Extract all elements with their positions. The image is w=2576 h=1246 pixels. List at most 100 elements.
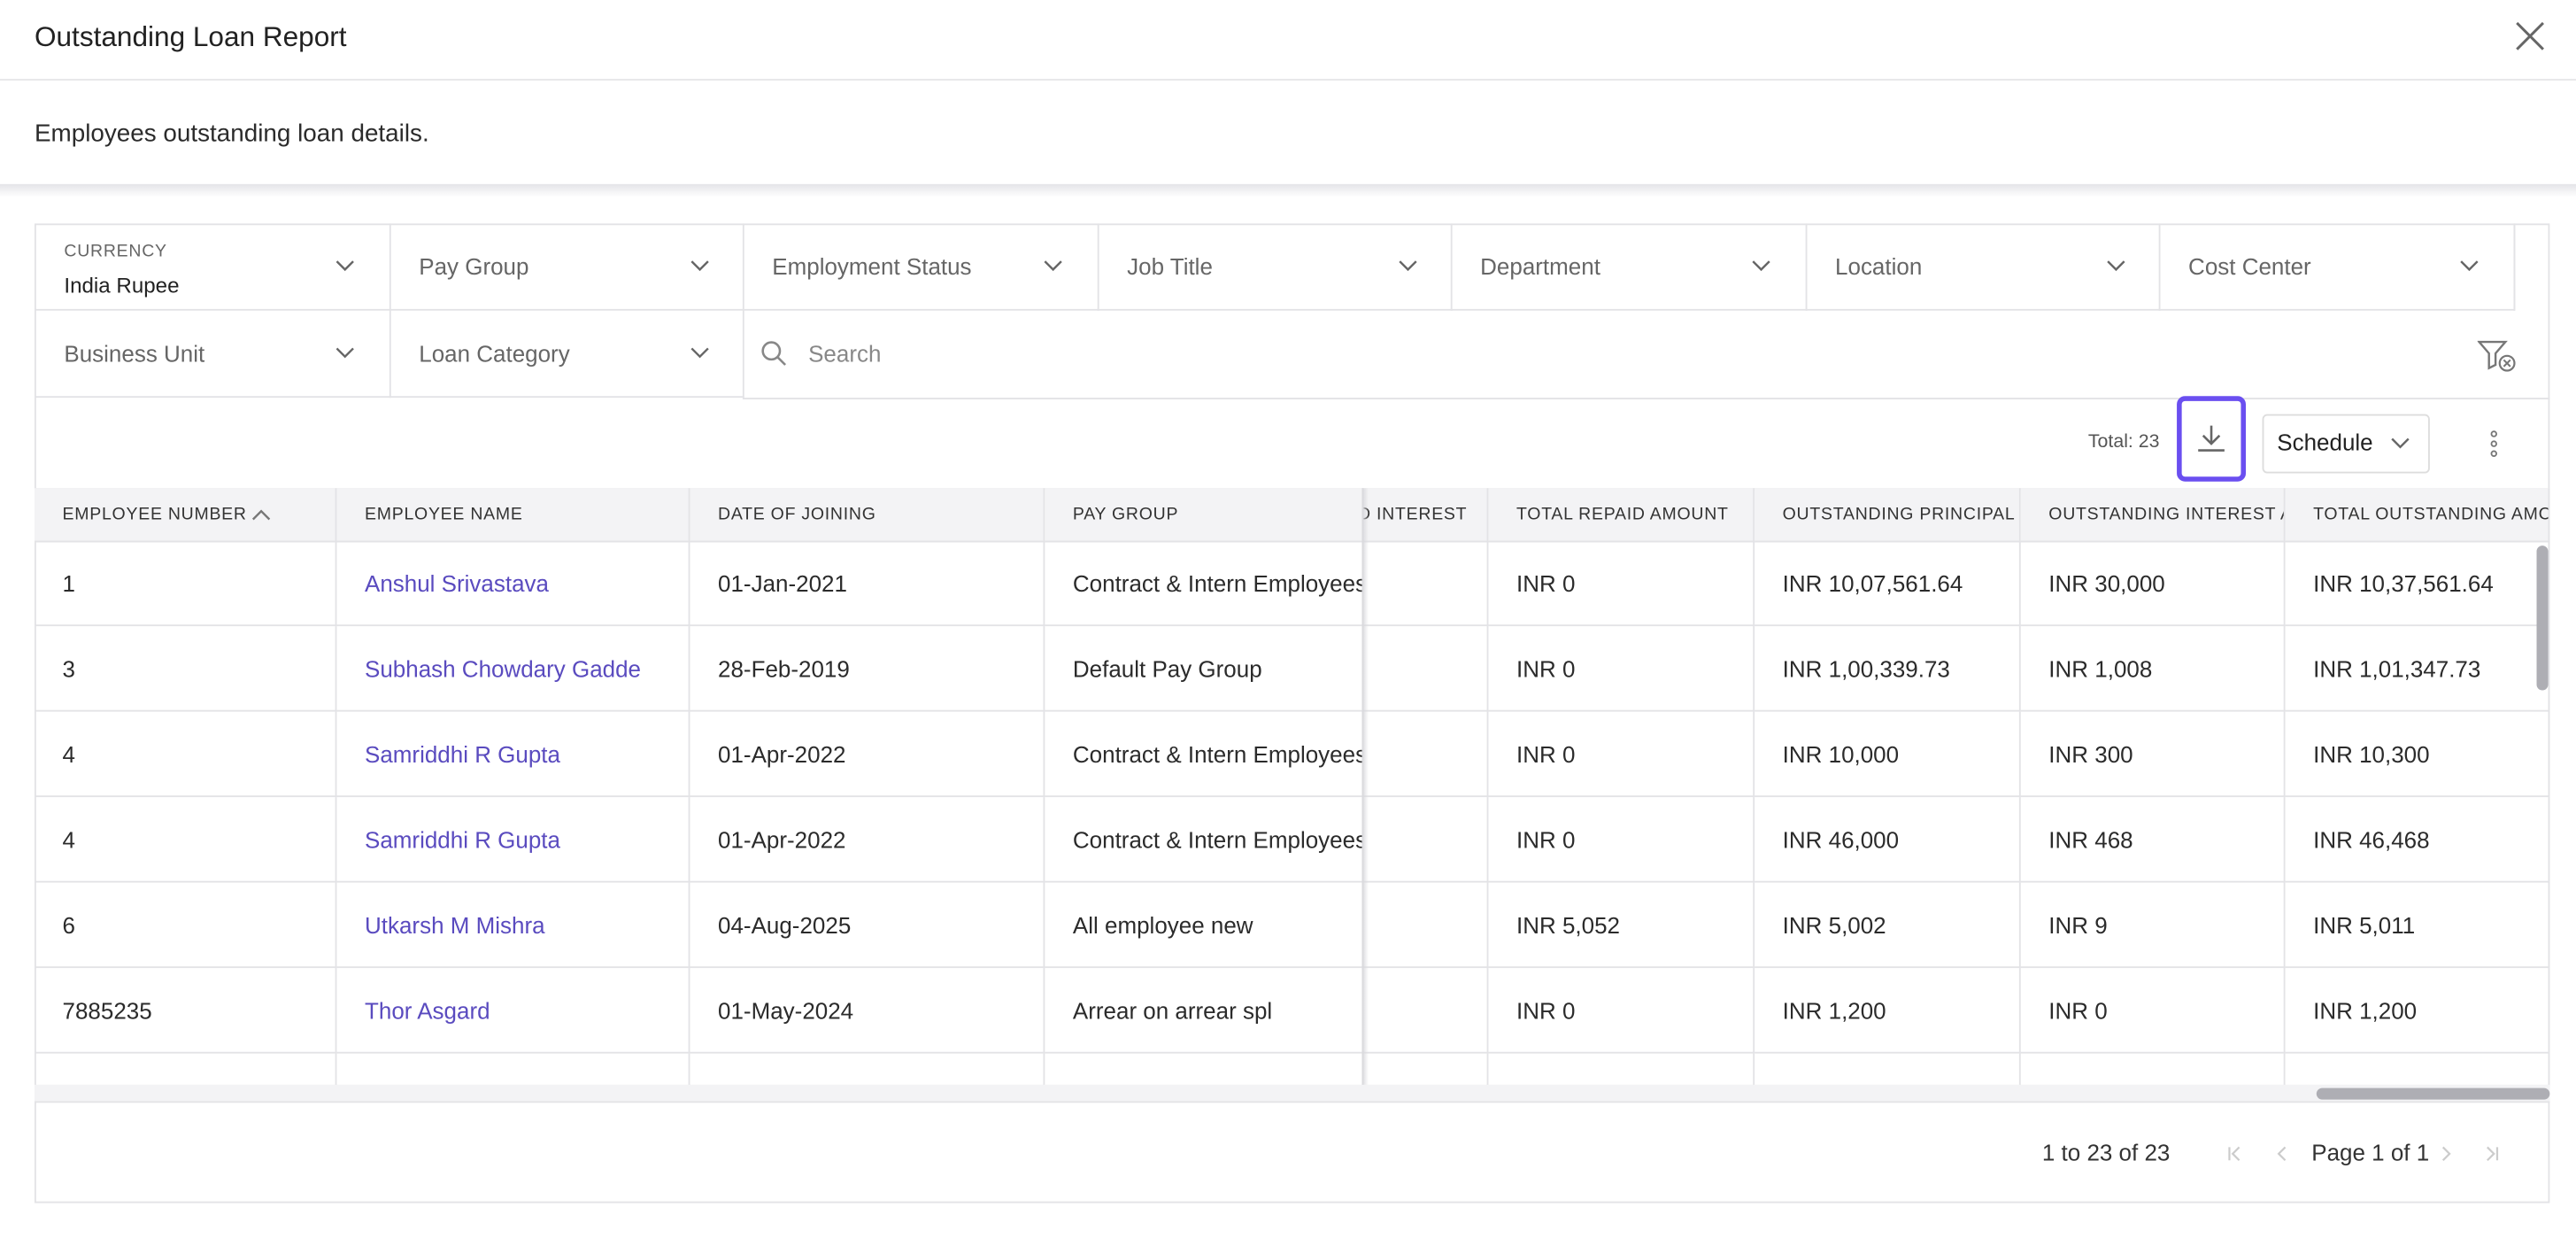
- search-box[interactable]: [742, 311, 2550, 399]
- table-cell: [2285, 1053, 2550, 1087]
- filter-dropdown[interactable]: [1450, 223, 1808, 311]
- filter-placeholder: Business Unit: [64, 340, 205, 367]
- total-count: Total: 23: [2087, 432, 2160, 453]
- table-cell: INR 5,011: [2285, 882, 2550, 969]
- download-button[interactable]: [2177, 396, 2247, 482]
- pagination-button[interactable]: [2438, 1146, 2455, 1163]
- schedule-dropdown[interactable]: [2262, 414, 2430, 474]
- table-cell: INR 0: [1488, 711, 1755, 798]
- table-cell: [1045, 1053, 1364, 1087]
- table-cell: [1363, 711, 1489, 798]
- table-cell: INR 10,07,561.64: [1755, 540, 2021, 627]
- table-cell: INR 5,052: [1488, 882, 1755, 969]
- table-cell: Default Pay Group: [1045, 626, 1364, 712]
- table-cell: INR 0: [1488, 968, 1755, 1054]
- table-cell: 1: [34, 540, 337, 627]
- table-cell: Contract & Intern Employees: [1045, 540, 1364, 627]
- table-cell: [1488, 1053, 1755, 1087]
- divider: [2513, 223, 2516, 311]
- chevron: [2107, 260, 2125, 272]
- table-cell: [1363, 540, 1489, 627]
- column-header: DATE OF JOINING: [690, 488, 1045, 543]
- column-header: OUTSTANDING PRINCIPAL A: [1755, 488, 2021, 543]
- filter-dropdown[interactable]: [389, 223, 744, 311]
- table-cell: All employee new: [1045, 882, 1364, 969]
- footer-border: [34, 1101, 2550, 1103]
- filter-dropdown[interactable]: [34, 310, 391, 399]
- pagination-range: 1 to 23 of 23: [2041, 1139, 2171, 1165]
- filter-dropdown[interactable]: [1805, 223, 2161, 311]
- table-cell: [1363, 1053, 1489, 1087]
- column-header: EMPLOYEE NAME: [336, 488, 690, 543]
- chevron: [1044, 260, 1062, 272]
- table-cell: [1755, 1053, 2021, 1087]
- filter-placeholder: Employment Status: [772, 252, 972, 280]
- divider: [0, 79, 2576, 81]
- table-cell: INR 0: [1488, 797, 1755, 883]
- column-header: TOTAL REPAID AMOUNT: [1488, 488, 1755, 543]
- sort-ascending-icon: [251, 509, 271, 521]
- h-scroll-track: [34, 1084, 2550, 1102]
- employee-link: Anshul Srivastava: [336, 540, 690, 627]
- table-cell: 01-Jan-2021: [690, 540, 1045, 627]
- chevron: [2460, 260, 2479, 272]
- chevron: [335, 260, 354, 272]
- more-menu[interactable]: [2487, 429, 2501, 458]
- column-header: EMPLOYEE NUMBER: [34, 488, 337, 543]
- table-cell: [1363, 968, 1489, 1054]
- table-cell: 6: [34, 882, 337, 969]
- table-cell: INR 0: [1488, 540, 1755, 627]
- employee-link: Thor Asgard: [336, 968, 690, 1054]
- filter-placeholder: Department: [1480, 252, 1600, 280]
- column-header: TOTAL OUTSTANDING AMC: [2285, 488, 2550, 543]
- employee-link: Samriddhi R Gupta: [336, 797, 690, 883]
- table-cell: 01-May-2024: [690, 968, 1045, 1054]
- h-scrollbar[interactable]: [2316, 1087, 2550, 1100]
- table-cell: 01-Apr-2022: [690, 797, 1045, 883]
- table-cell: INR 1,200: [1755, 968, 2021, 1054]
- table-cell: [1363, 626, 1489, 712]
- pagination-button[interactable]: [2484, 1146, 2501, 1163]
- chevron: [690, 260, 709, 272]
- chevron: [1399, 260, 1417, 272]
- filter-dropdown[interactable]: [742, 223, 1099, 311]
- clear-filter-icon[interactable]: [2477, 340, 2518, 373]
- table-cell: INR 10,300: [2285, 711, 2550, 798]
- table-cell: [690, 1053, 1045, 1087]
- table-cell: INR 468: [2020, 797, 2286, 883]
- table-cell: INR 9: [2020, 882, 2286, 969]
- table-cell: INR 0: [2020, 968, 2286, 1054]
- table-cell: INR 1,01,347.73: [2285, 626, 2550, 712]
- search-placeholder: Search: [808, 340, 882, 367]
- v-scrollbar[interactable]: [2536, 546, 2549, 691]
- column-header: OUTSTANDING INTEREST A: [2020, 488, 2286, 543]
- table-cell: [34, 1053, 337, 1087]
- pagination-button[interactable]: [2274, 1146, 2291, 1163]
- close-button[interactable]: [2515, 21, 2544, 50]
- table-cell: 01-Apr-2022: [690, 711, 1045, 798]
- filter-value: India Rupee: [64, 273, 180, 298]
- filter-dropdown[interactable]: [1097, 223, 1453, 311]
- shadow: [0, 183, 2576, 197]
- page-indicator: Page 1 of 1: [2311, 1139, 2430, 1165]
- table-cell: INR 300: [2020, 711, 2286, 798]
- column-header: PAY GROUP: [1045, 488, 1364, 543]
- page-title: Outstanding Loan Report: [34, 21, 347, 53]
- table-cell: INR 5,002: [1755, 882, 2021, 969]
- pagination-button[interactable]: [2226, 1146, 2243, 1163]
- table-cell: INR 0: [1488, 626, 1755, 712]
- table-cell: 7885235: [34, 968, 337, 1054]
- table-cell: INR 10,000: [1755, 711, 2021, 798]
- table-cell: Contract & Intern Employees: [1045, 797, 1364, 883]
- table-cell: Arrear on arrear spl: [1045, 968, 1364, 1054]
- employee-link: Samriddhi R Gupta: [336, 711, 690, 798]
- table-cell: [336, 1053, 690, 1087]
- employee-link: Utkarsh M Mishra: [336, 882, 690, 969]
- table-cell: INR 1,00,339.73: [1755, 626, 2021, 712]
- table-cell: [1363, 882, 1489, 969]
- filter-dropdown[interactable]: [389, 310, 744, 399]
- filter-dropdown[interactable]: [34, 223, 391, 311]
- table-cell: 28-Feb-2019: [690, 626, 1045, 712]
- filter-label: CURRENCY: [64, 241, 167, 262]
